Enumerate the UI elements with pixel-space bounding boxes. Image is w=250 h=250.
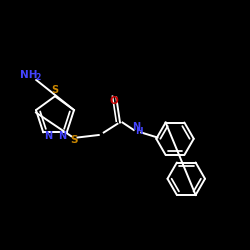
Text: NH: NH (20, 70, 38, 80)
Text: N: N (44, 131, 52, 141)
Text: S: S (70, 135, 78, 145)
Text: H: H (135, 127, 142, 136)
Text: O: O (110, 96, 118, 106)
Text: N: N (58, 131, 66, 141)
Text: N: N (132, 122, 140, 132)
Text: 2: 2 (36, 72, 41, 82)
Text: S: S (52, 85, 59, 95)
